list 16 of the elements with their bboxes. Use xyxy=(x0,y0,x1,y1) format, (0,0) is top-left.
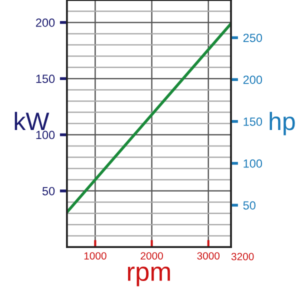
y2-tick-label: 150 xyxy=(244,117,262,126)
y2-tick-label: 100 xyxy=(244,159,262,168)
x-tick-label: 3000 xyxy=(197,252,220,260)
y-tick-label: 50 xyxy=(42,186,55,196)
x-axis-title: rpm xyxy=(128,266,170,286)
x-tick-label: 2000 xyxy=(140,252,163,260)
text: 3200 xyxy=(231,252,254,260)
y2-tick-label: 50 xyxy=(243,201,256,210)
y-tick-label: 200 xyxy=(36,18,55,27)
y2-tick-label: 200 xyxy=(243,76,262,84)
x-tick-label: 1000 xyxy=(84,252,106,260)
y-tick-label: 100 xyxy=(36,130,55,140)
y-axis-title: kW xyxy=(14,112,50,130)
y2-axis-title: hp xyxy=(270,112,295,136)
y-tick-label: 150 xyxy=(36,74,55,84)
y2-tick-label: 250 xyxy=(243,34,262,42)
